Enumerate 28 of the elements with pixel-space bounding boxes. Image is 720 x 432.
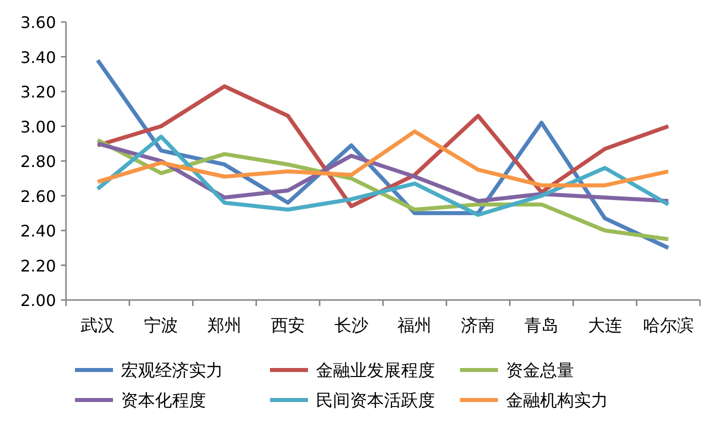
x-tick-label: 青岛 [524,316,558,336]
y-tick-label: 2.00 [20,291,56,310]
x-tick-label: 宁波 [144,316,178,336]
y-tick-label: 2.20 [20,256,56,276]
y-tick-label: 2.40 [20,222,56,240]
x-tick-label: 西安 [270,316,305,336]
x-tick-label: 长沙 [334,316,368,336]
y-tick-label: 2.60 [20,186,56,206]
y-tick-label: 3.40 [20,48,56,67]
y-tick-label: 2.80 [20,152,56,171]
y-tick-label: 3.00 [20,117,56,136]
legend-label: 资金总量 [506,361,574,381]
line-series [96,129,670,188]
line-series [96,84,670,208]
x-tick-label: 武汉 [80,316,115,336]
legend-label: 金融业发展程度 [316,361,435,381]
y-tick-label: 3.20 [20,82,56,102]
legend-label: 金融机构实力 [506,391,608,411]
x-tick-label: 福州 [398,316,432,336]
x-tick-label: 大连 [588,316,622,336]
legend-label: 民间资本活跃度 [316,391,435,411]
legend-label: 资本化程度 [121,391,206,411]
x-tick-label: 济南 [461,316,496,336]
x-tick-label: 郑州 [208,316,242,336]
line-series [96,134,670,217]
x-tick-label: 哈尔滨 [642,316,694,336]
legend-label: 宏观经济实力 [121,361,223,381]
y-tick-label: 3.60 [20,13,56,32]
